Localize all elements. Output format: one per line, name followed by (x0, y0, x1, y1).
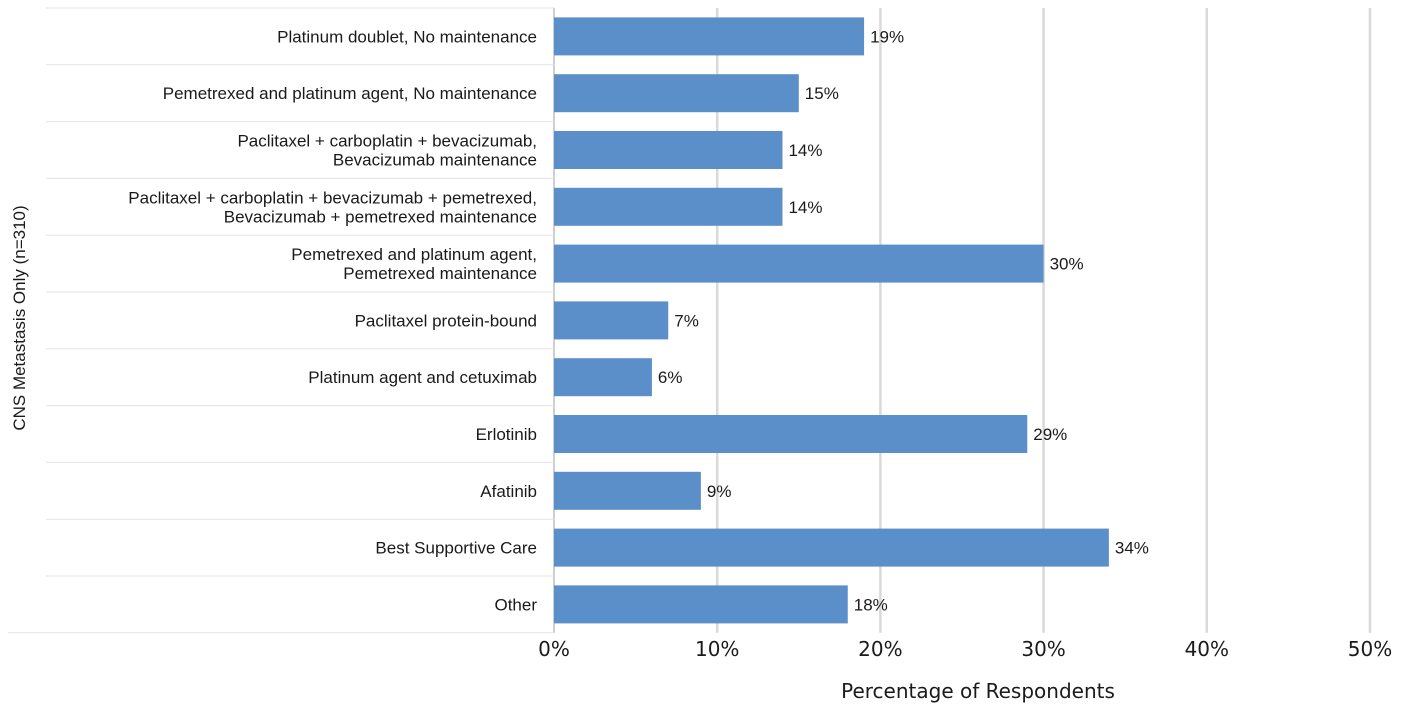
x-tick-label: 40% (1185, 637, 1229, 661)
category-label-line: Paclitaxel + carboplatin + bevacizumab +… (128, 188, 537, 207)
category-label-line: Other (494, 595, 537, 614)
data-label: 19% (870, 27, 904, 46)
bar (554, 17, 865, 56)
category-label-line: Pemetrexed and platinum agent, No mainte… (163, 84, 537, 103)
category-label: Best Supportive Care (375, 539, 537, 558)
category-label-line: Paclitaxel + carboplatin + bevacizumab, (237, 132, 537, 151)
bar (554, 358, 652, 397)
x-axis-title: Percentage of Respondents (841, 679, 1115, 703)
data-label: 14% (788, 141, 822, 160)
x-tick-label: 50% (1348, 637, 1392, 661)
data-label: 9% (707, 482, 732, 501)
category-label: Platinum doublet, No maintenance (277, 27, 537, 46)
category-label-line: Erlotinib (476, 425, 537, 444)
data-label: 15% (805, 84, 839, 103)
category-label-line: Pemetrexed maintenance (343, 264, 537, 283)
category-separators (8, 7, 554, 634)
group-label: CNS Metastasis Only (n=310) (10, 205, 29, 430)
category-label-line: Bevacizumab + pemetrexed maintenance (224, 207, 537, 226)
category-label: Paclitaxel + carboplatin + bevacizumab, B… (237, 132, 537, 170)
data-labels: 19% 15% 14% 14% 30% 7% 6% 29% 9% 34% 18% (658, 27, 1149, 614)
bar (554, 74, 799, 113)
category-label-line: Pemetrexed and platinum agent, (291, 245, 537, 264)
category-label-line: Platinum agent and cetuximab (308, 368, 537, 387)
data-label: 6% (658, 368, 683, 387)
x-tick-label: 0% (538, 637, 570, 661)
x-tick-label: 20% (858, 637, 902, 661)
category-label: Pemetrexed and platinum agent, Pemetrexed… (291, 245, 537, 283)
data-label: 7% (674, 311, 699, 330)
data-label: 14% (788, 198, 822, 217)
category-label-line: Afatinib (480, 482, 537, 501)
data-label: 30% (1050, 255, 1084, 274)
category-label-line: Bevacizumab maintenance (333, 151, 537, 170)
bar (554, 528, 1109, 567)
category-label-line: Platinum doublet, No maintenance (277, 27, 537, 46)
category-labels: Platinum doublet, No maintenance Pemetrex… (128, 27, 537, 614)
category-label-line: Best Supportive Care (375, 539, 537, 558)
category-label: Paclitaxel protein-bound (355, 311, 537, 330)
bar (554, 415, 1028, 453)
x-tick-label: 30% (1021, 637, 1065, 661)
category-label-line: Paclitaxel protein-bound (355, 311, 537, 330)
bar (554, 585, 848, 624)
x-tick-label: 10% (695, 637, 739, 661)
category-label: Paclitaxel + carboplatin + bevacizumab +… (128, 188, 537, 226)
category-label: Other (494, 595, 537, 614)
category-label: Erlotinib (476, 425, 537, 444)
category-label: Platinum agent and cetuximab (308, 368, 537, 387)
data-label: 18% (854, 595, 888, 614)
bar (554, 301, 669, 340)
bars (554, 17, 1109, 624)
category-label: Afatinib (480, 482, 537, 501)
data-label: 34% (1115, 539, 1149, 558)
bar (554, 471, 701, 510)
bar (554, 187, 783, 226)
x-tick-labels: 0% 10% 20% 30% 40% 50% (538, 637, 1392, 661)
bar (554, 244, 1044, 283)
category-label: Pemetrexed and platinum agent, No mainte… (163, 84, 537, 103)
data-label: 29% (1033, 425, 1067, 444)
bar (554, 131, 783, 169)
